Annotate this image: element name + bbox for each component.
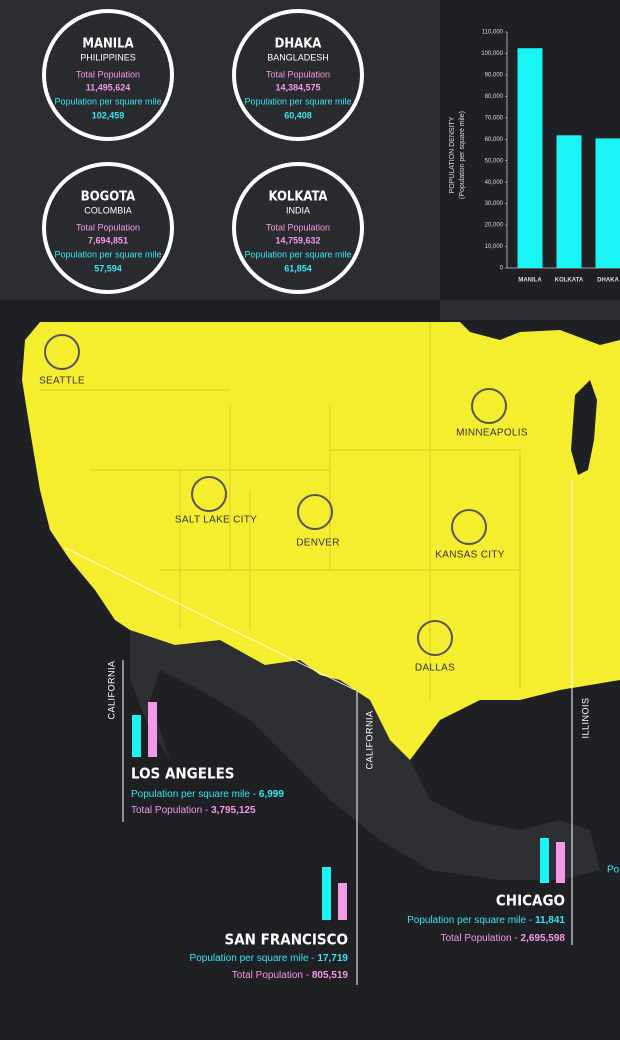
callout-value: 805,519 xyxy=(312,970,349,981)
y-tick-label: 50,000 xyxy=(485,158,504,164)
callout-label: Total Population - xyxy=(232,970,312,981)
y-tick-label: 40,000 xyxy=(485,180,504,186)
y-tick-label: 60,000 xyxy=(485,137,504,143)
pop_label: Total Population xyxy=(266,222,330,232)
callout-value: 11,841 xyxy=(535,915,565,926)
bar xyxy=(595,138,620,268)
country: BANGLADESH xyxy=(267,52,329,62)
city: MANILA xyxy=(82,37,133,52)
callout-city: CHICAGO xyxy=(496,892,565,910)
density: 57,594 xyxy=(94,263,122,273)
pop_label: Total Population xyxy=(76,69,140,79)
x-tick-label: DHAKA xyxy=(597,278,619,284)
country: INDIA xyxy=(286,205,310,215)
pop: 14,384,575 xyxy=(275,82,320,92)
callout-line-text: Total Population - 805,519 xyxy=(232,970,349,981)
callout-label: Population per square mile - xyxy=(131,789,259,800)
city-marker xyxy=(471,388,507,424)
y-tick-label: 30,000 xyxy=(485,201,504,207)
state-label: CALIFORNIA xyxy=(364,710,374,769)
y-tick-label: 110,000 xyxy=(482,30,504,36)
x-tick-label: KOLKATA xyxy=(555,278,584,284)
pop_label: Total Population xyxy=(76,222,140,232)
density_label: Population per square mile xyxy=(244,249,351,259)
callout-line xyxy=(64,547,356,691)
country: PHILIPPINES xyxy=(80,52,136,62)
city-label: DALLAS xyxy=(415,663,455,674)
density_label: Population per square mile xyxy=(54,96,161,106)
city: DHAKA xyxy=(275,37,322,52)
callout-line-text: Total Population - 2,695,598 xyxy=(440,933,565,944)
city-circle xyxy=(232,9,364,141)
mini-bar xyxy=(556,842,565,883)
density_label: Population per square mile xyxy=(244,96,351,106)
callout-label: Population per square mile - xyxy=(407,915,535,926)
city-label: KANSAS CITY xyxy=(435,550,504,561)
callout-value: 6,999 xyxy=(259,789,284,800)
city-label: SALT LAKE CITY xyxy=(175,515,257,526)
city-label: DENVER xyxy=(296,538,339,549)
callout-value: 2,695,598 xyxy=(521,933,566,944)
state-label: ILLINOIS xyxy=(580,697,590,738)
city-circle xyxy=(42,9,174,141)
mexico-land xyxy=(130,630,600,880)
callout-label: Total Population - xyxy=(131,805,211,816)
callout-label: Population per square mile - xyxy=(190,953,318,964)
density: 60,408 xyxy=(284,110,312,120)
mini-bar xyxy=(540,838,549,883)
city: KOLKATA xyxy=(268,190,327,205)
city-label: MINNEAPOLIS xyxy=(456,428,528,439)
city-circle xyxy=(42,162,174,294)
city-marker xyxy=(191,476,227,512)
callout-line-text: Total Population - 3,795,125 xyxy=(131,805,256,816)
state-borders xyxy=(40,322,521,700)
mini-bar xyxy=(322,867,331,920)
callout-city: LOS ANGELES xyxy=(131,765,235,783)
density: 61,854 xyxy=(284,263,312,273)
city-marker xyxy=(297,494,333,530)
y-tick-label: 80,000 xyxy=(485,94,504,100)
density_label: Population per square mile xyxy=(54,249,161,259)
y-tick-label: 10,000 xyxy=(485,244,504,250)
y-tick-label: 20,000 xyxy=(485,223,504,229)
callout-value: 17,719 xyxy=(317,953,348,964)
mini-bar xyxy=(338,883,347,920)
callout-line-text: Population per square mile - 11,841 xyxy=(407,915,565,926)
callout-line-text: Population per square mile - 6,999 xyxy=(131,789,284,800)
y-tick-label: 100,000 xyxy=(481,51,503,57)
partial-text: Po xyxy=(607,865,620,876)
country: COLOMBIA xyxy=(84,205,132,215)
y-tick-label: 0 xyxy=(500,266,504,272)
city-marker xyxy=(417,620,453,656)
pop: 7,694,851 xyxy=(88,235,128,245)
canada-land xyxy=(440,300,620,320)
mini-bar xyxy=(148,702,157,757)
pop: 14,759,632 xyxy=(275,235,320,245)
pop: 11,495,624 xyxy=(86,82,131,92)
callout-label: Total Population - xyxy=(440,933,520,944)
bar xyxy=(556,135,582,268)
bar xyxy=(517,48,543,269)
state-label: CALIFORNIA xyxy=(106,660,116,719)
callout-line-text: Population per square mile - 17,719 xyxy=(190,953,349,964)
callout-value: 3,795,125 xyxy=(211,805,256,816)
city-circle xyxy=(232,162,364,294)
city: BOGOTA xyxy=(81,190,135,205)
city-marker xyxy=(44,334,80,370)
density: 102,459 xyxy=(92,110,125,120)
y-axis-sublabel: (Population per square mile) xyxy=(459,111,466,199)
city-marker xyxy=(451,509,487,545)
pop_label: Total Population xyxy=(266,69,330,79)
x-tick-label: MANILA xyxy=(518,278,542,284)
y-tick-label: 90,000 xyxy=(485,72,504,78)
y-axis-label: POPULATION DENSITY xyxy=(449,116,456,193)
callout-city: SAN FRANCISCO xyxy=(224,931,348,949)
city-label: SEATTLE xyxy=(39,376,85,387)
us-map xyxy=(22,322,620,760)
mini-bar xyxy=(132,715,141,757)
y-tick-label: 70,000 xyxy=(485,115,504,121)
lake-michigan xyxy=(571,380,597,475)
